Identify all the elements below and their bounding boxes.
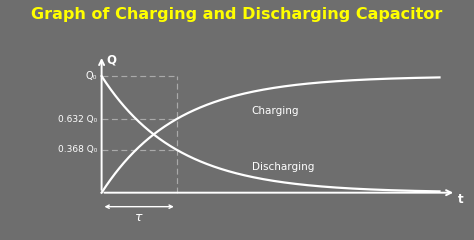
Text: 0.632 Q₀: 0.632 Q₀ [58, 114, 97, 124]
Text: τ: τ [136, 211, 143, 224]
Text: Charging: Charging [252, 106, 299, 116]
Text: Discharging: Discharging [252, 162, 314, 172]
Text: Q: Q [106, 54, 116, 67]
Text: 0.368 Q₀: 0.368 Q₀ [58, 145, 97, 154]
Text: Graph of Charging and Discharging Capacitor: Graph of Charging and Discharging Capaci… [31, 7, 443, 22]
Text: t: t [458, 193, 464, 206]
Text: Q₀: Q₀ [86, 71, 97, 81]
